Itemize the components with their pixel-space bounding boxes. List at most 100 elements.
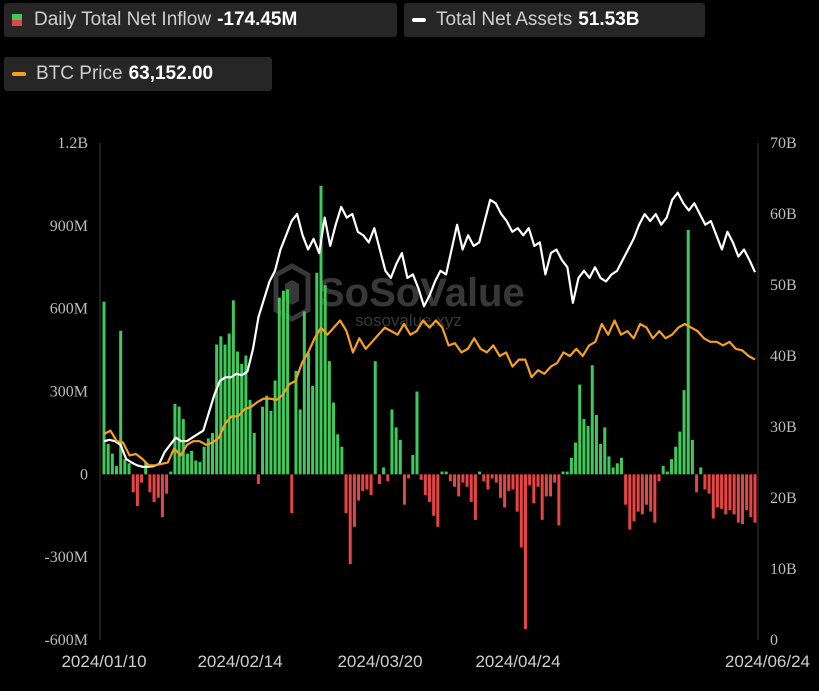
inflow-bars bbox=[102, 185, 757, 629]
series-lines bbox=[103, 191, 757, 468]
legend-inflow-value: -174.45M bbox=[217, 9, 298, 30]
inflow-bar bbox=[215, 344, 219, 475]
inflow-bar bbox=[674, 446, 678, 475]
inflow-bar bbox=[586, 426, 590, 475]
inflow-bar bbox=[486, 474, 490, 490]
inflow-bar bbox=[131, 474, 135, 493]
legend-inflow-chip[interactable]: Daily Total Net Inflow -174.45M bbox=[4, 3, 397, 37]
inflow-bar bbox=[402, 474, 406, 505]
inflow-bar bbox=[678, 431, 682, 475]
left-tick-label: 0 bbox=[80, 466, 88, 483]
line-swatch-icon bbox=[412, 18, 426, 22]
inflow-bar bbox=[528, 474, 532, 486]
inflow-bar bbox=[515, 474, 519, 512]
inflow-bar bbox=[311, 385, 315, 475]
inflow-bar bbox=[657, 474, 661, 482]
right-tick-label: 20B bbox=[770, 490, 797, 507]
inflow-bar bbox=[348, 474, 352, 565]
inflow-bar bbox=[498, 474, 502, 498]
inflow-bar bbox=[603, 427, 607, 475]
inflow-bar bbox=[461, 474, 465, 483]
inflow-bar bbox=[127, 463, 131, 475]
inflow-bar bbox=[536, 474, 540, 487]
inflow-bar bbox=[110, 453, 114, 475]
left-tick-label: -600M bbox=[44, 632, 88, 649]
inflow-bar bbox=[419, 474, 423, 480]
inflow-bar bbox=[532, 474, 536, 504]
inflow-bar bbox=[724, 474, 728, 515]
line-swatch-icon bbox=[12, 72, 26, 76]
inflow-bar bbox=[352, 474, 356, 527]
inflow-bar bbox=[636, 474, 640, 512]
inflow-bar bbox=[298, 409, 302, 475]
legend-assets-chip[interactable]: Total Net Assets 51.53B bbox=[404, 3, 705, 37]
inflow-bar bbox=[745, 474, 749, 511]
watermark-url: sosovalue.xyz bbox=[355, 311, 462, 330]
inflow-bar bbox=[753, 474, 757, 523]
inflow-bar bbox=[265, 395, 269, 475]
left-tick-label: 600M bbox=[50, 301, 88, 318]
inflow-bar bbox=[361, 474, 365, 491]
inflow-bar bbox=[323, 285, 327, 475]
inflow-bar bbox=[211, 432, 214, 475]
inflow-bar bbox=[707, 474, 711, 494]
inflow-bar bbox=[465, 474, 469, 487]
bar-swatch-icon bbox=[12, 14, 22, 26]
inflow-bar bbox=[185, 453, 189, 475]
right-axis: 70B 60B 50B 40B 30B 20B 10B 0 bbox=[770, 135, 797, 649]
right-tick-label: 70B bbox=[770, 135, 797, 152]
inflow-bar bbox=[202, 446, 206, 475]
inflow-bar bbox=[156, 474, 160, 498]
inflow-bar bbox=[561, 471, 565, 475]
inflow-bar bbox=[219, 336, 223, 475]
inflow-bar bbox=[523, 474, 527, 629]
inflow-bar bbox=[478, 471, 482, 475]
inflow-bar bbox=[453, 474, 457, 487]
inflow-bar bbox=[261, 406, 265, 475]
inflow-bar bbox=[206, 438, 210, 475]
inflow-bar bbox=[119, 330, 123, 475]
right-tick-label: 30B bbox=[770, 419, 797, 436]
inflow-bar bbox=[190, 450, 194, 475]
inflow-bar bbox=[135, 474, 139, 507]
inflow-bar bbox=[728, 474, 732, 511]
inflow-bar bbox=[332, 402, 336, 475]
inflow-bar bbox=[519, 474, 523, 548]
inflow-bar bbox=[557, 474, 561, 526]
inflow-bar bbox=[607, 456, 611, 475]
inflow-bar bbox=[181, 419, 185, 475]
legend-btc-chip[interactable]: BTC Price 63,152.00 bbox=[4, 57, 272, 91]
inflow-bar bbox=[653, 474, 657, 523]
inflow-bar bbox=[152, 474, 156, 502]
inflow-bar bbox=[227, 333, 231, 475]
right-tick-label: 40B bbox=[770, 348, 797, 365]
inflow-bar bbox=[423, 474, 427, 496]
inflow-bar bbox=[699, 467, 703, 475]
inflow-bar bbox=[102, 301, 106, 475]
inflow-bar bbox=[444, 471, 448, 475]
inflow-bar bbox=[394, 427, 398, 475]
inflow-bar bbox=[574, 442, 578, 475]
inflow-bar bbox=[407, 474, 411, 479]
inflow-bar bbox=[281, 290, 285, 475]
inflow-bar bbox=[223, 344, 227, 475]
inflow-bar bbox=[494, 474, 498, 483]
inflow-bar bbox=[565, 471, 569, 475]
inflow-bar bbox=[140, 474, 144, 483]
watermark-brand: SoSoValue bbox=[318, 271, 525, 315]
inflow-bar bbox=[390, 409, 394, 475]
inflow-bar bbox=[740, 474, 744, 525]
inflow-bar bbox=[590, 365, 594, 475]
inflow-bar bbox=[645, 474, 648, 505]
inflow-bar bbox=[373, 361, 377, 475]
inflow-bar bbox=[165, 474, 169, 494]
inflow-bar bbox=[248, 399, 252, 475]
inflow-bar bbox=[432, 474, 436, 516]
inflow-bar bbox=[415, 391, 419, 475]
inflow-bar bbox=[440, 471, 444, 475]
inflow-bar bbox=[594, 414, 598, 475]
inflow-bar bbox=[749, 474, 753, 518]
x-axis: 2024/01/10 2024/02/14 2024/03/20 2024/04/24… bbox=[61, 652, 810, 671]
inflow-bar bbox=[632, 474, 636, 522]
inflow-bar bbox=[720, 474, 724, 509]
